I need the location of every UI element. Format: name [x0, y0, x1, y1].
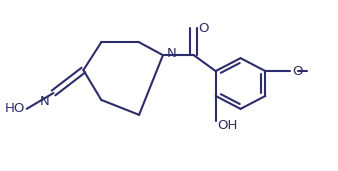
Text: N: N [167, 47, 177, 60]
Text: O: O [292, 65, 303, 78]
Text: O: O [198, 22, 208, 35]
Text: HO: HO [4, 102, 25, 115]
Text: N: N [40, 95, 50, 108]
Text: OH: OH [218, 119, 238, 132]
